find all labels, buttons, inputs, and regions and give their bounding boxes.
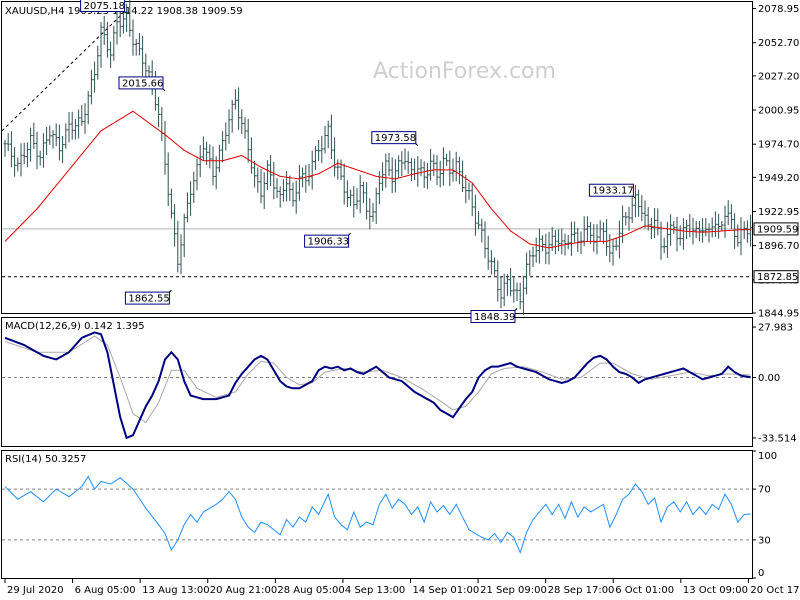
annotation-label: 1973.58 (375, 133, 416, 144)
price-tick-label: 2052.70 (758, 38, 799, 49)
macd-line (4, 331, 751, 440)
annotation-box (118, 76, 164, 90)
macd-tick-label: 27.983 (758, 323, 793, 334)
annotation-label: 2015.66 (122, 78, 163, 89)
rsi-tick-label: 0 (758, 568, 764, 579)
rsi-tick-label: 70 (758, 485, 771, 496)
x-tick-label: 6 Oct 01:00 (615, 585, 674, 596)
rsi-header: RSI(14) 50.3257 (5, 454, 86, 465)
current-price-label: 1909.59 (757, 224, 798, 235)
price-tick-label: 2027.20 (758, 71, 799, 82)
price-tick-label: 1974.70 (758, 140, 799, 151)
macd-y-axis: 27.983 0.00 -33.514 (752, 323, 797, 444)
price-tick-label: 1949.20 (758, 173, 799, 184)
annotation-box (124, 291, 170, 305)
x-tick-label: 20 Oct 17:00 (750, 585, 800, 596)
rsi-line (4, 475, 751, 555)
annotation-box (588, 183, 634, 197)
macd-panel-frame (1, 317, 753, 447)
x-tick-label: 13 Oct 09:00 (683, 585, 748, 596)
moving-average (4, 110, 751, 249)
macd-tick-label: -33.514 (758, 433, 797, 444)
watermark: ActionForex.com (373, 59, 556, 84)
x-tick-label: 28 Aug 05:00 (277, 585, 344, 596)
price-panel-frame (1, 1, 753, 314)
price-tick-label: 2000.95 (758, 106, 799, 117)
annotation-box (304, 234, 350, 248)
rsi-panel-frame (1, 450, 753, 579)
x-tick-label: 6 Aug 05:00 (75, 585, 136, 596)
annotation-label: 1933.17 (592, 186, 633, 197)
price-tick-label: 1922.95 (758, 207, 799, 218)
x-tick-label: 20 Aug 21:00 (210, 585, 277, 596)
annotation-box (470, 310, 516, 324)
rsi-y-axis: 100 70 30 0 (752, 450, 777, 579)
macd-signal-line (4, 335, 751, 424)
x-tick-label: 21 Sep 09:00 (480, 585, 547, 596)
x-tick-label: 13 Aug 13:00 (142, 585, 209, 596)
x-tick-label: 28 Sep 17:00 (548, 585, 615, 596)
price-bars (3, 0, 753, 315)
annotation-label: 1862.55 (128, 294, 169, 305)
price-tick-label: 1896.70 (758, 241, 799, 252)
support-label: 1872.85 (757, 272, 798, 283)
macd-lines (2, 331, 752, 440)
annotation-label: 1906.33 (308, 237, 349, 248)
annotation-label: 2075.18 (84, 1, 125, 12)
x-axis: 29 Jul 2020 6 Aug 05:00 13 Aug 13:00 20 Aug… (4, 579, 800, 596)
macd-tick-label: 0.00 (758, 373, 780, 384)
price-annotations: 2075.18 2015.66 1862.55 1906.33 1973.58 1848.… (80, 0, 636, 324)
price-tick-label: 2078.95 (758, 4, 799, 15)
support-label-box (753, 270, 799, 284)
x-tick-label: 4 Sep 13:00 (345, 585, 405, 596)
price-reference-lines: 1872.85 1909.59 (1, 9, 799, 284)
annotation-box (80, 0, 126, 12)
x-tick-label: 29 Jul 2020 (7, 585, 64, 596)
price-tick-label: 1844.95 (758, 309, 799, 320)
rsi-lines (2, 475, 752, 555)
annotation-label: 1848.39 (474, 312, 515, 323)
trend-line (1, 9, 127, 132)
x-tick-label: 14 Sep 01:00 (413, 585, 480, 596)
rsi-tick-label: 100 (758, 451, 777, 462)
annotation-box (371, 131, 417, 145)
rsi-tick-label: 30 (758, 535, 771, 546)
moving-average-line (4, 110, 751, 249)
current-price-box (753, 222, 799, 236)
macd-header: MACD(12,26,9) 0.142 1.395 (5, 321, 145, 332)
